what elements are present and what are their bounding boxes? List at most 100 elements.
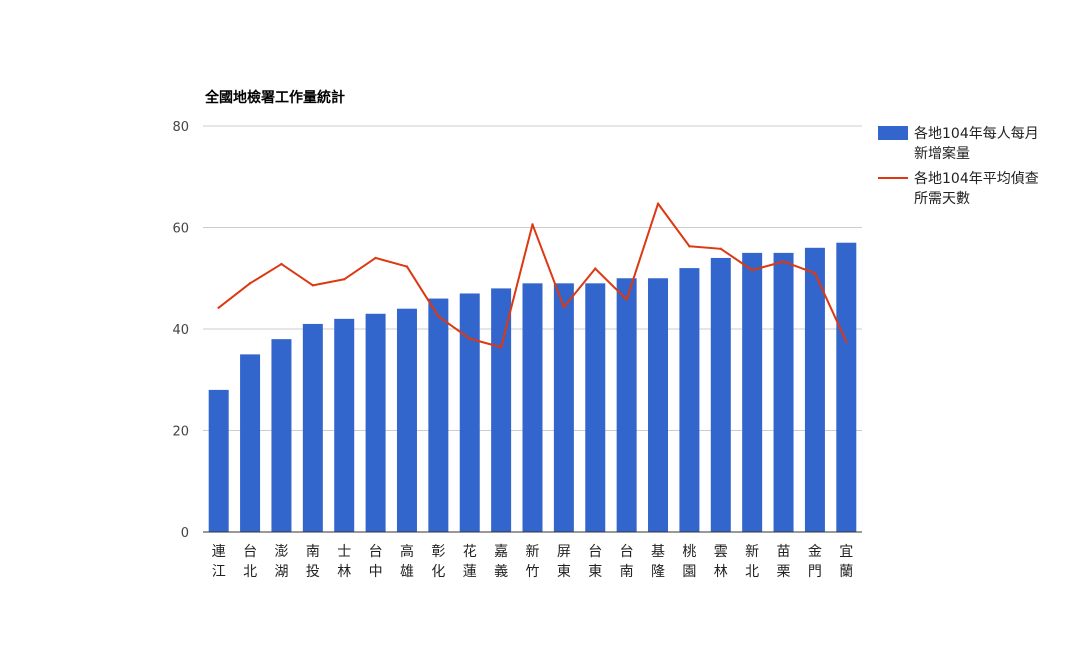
x-tick-label: 苗 (777, 544, 791, 560)
x-tick-label: 林 (337, 564, 351, 580)
line-point-1-6 (405, 265, 409, 268)
bar-0-19 (804, 247, 825, 533)
x-tick-label: 竹 (526, 564, 540, 580)
line-point-1-4 (343, 278, 346, 281)
line-point-1-14 (656, 202, 660, 205)
bar-0-16 (710, 257, 731, 532)
line-point-1-5 (374, 256, 377, 260)
x-tick-label: 士 (337, 544, 351, 560)
line-point-1-2 (280, 262, 283, 266)
x-tick-label: 義 (494, 563, 508, 580)
x-tick-label: 花 (463, 544, 477, 560)
line-point-1-20 (845, 340, 848, 343)
x-tick-label: 北 (243, 564, 257, 580)
x-tick-label: 東 (557, 564, 571, 580)
x-tick-label: 彰 (431, 543, 445, 560)
legend-label: 新增案量 (914, 145, 970, 162)
x-tick-label: 雄 (400, 564, 414, 580)
x-tick-label: 金 (808, 544, 822, 560)
x-tick-label: 新 (745, 544, 759, 560)
line-point-1-12 (594, 267, 597, 270)
bar-0-14 (648, 278, 669, 532)
line-point-1-3 (311, 284, 315, 287)
bar-layer (208, 242, 857, 533)
bar-0-8 (459, 293, 480, 532)
line-point-1-1 (248, 282, 252, 285)
line-point-1-15 (688, 245, 691, 248)
bar-0-6 (396, 308, 417, 532)
line-layer (217, 202, 848, 349)
legend-label: 所需天數 (914, 191, 970, 207)
bar-0-7 (428, 298, 449, 532)
x-tick-label: 湖 (274, 564, 288, 580)
y-tick-label: 80 (172, 120, 189, 135)
x-tick-label: 南 (620, 564, 634, 580)
x-tick-label: 園 (682, 564, 696, 580)
x-tick-label: 桃 (682, 544, 696, 560)
line-point-1-11 (562, 305, 566, 309)
bar-0-18 (773, 252, 794, 532)
bar-0-1 (240, 354, 261, 532)
x-tick-label: 宜 (839, 544, 853, 560)
line-point-1-7 (437, 315, 440, 318)
legend-label: 各地104年平均偵查 (914, 171, 1039, 187)
x-tick-label: 東 (588, 564, 602, 580)
chart-title: 全國地檢署工作量統計 (204, 89, 345, 106)
x-tick-label: 基 (651, 543, 665, 560)
x-tick-label: 高 (400, 543, 414, 560)
line-point-1-9 (499, 346, 503, 349)
line-point-1-16 (719, 247, 722, 251)
bar-0-12 (585, 283, 606, 532)
x-tick-label: 南 (306, 544, 320, 560)
bar-0-4 (334, 318, 355, 532)
y-tick-label: 40 (172, 323, 189, 338)
bar-0-0 (208, 389, 229, 532)
y-tick-label: 0 (181, 526, 189, 541)
line-point-1-18 (782, 260, 785, 263)
bar-0-10 (522, 283, 543, 532)
bar-0-3 (302, 323, 323, 532)
x-tick-label: 雲 (714, 544, 728, 560)
x-tick-label: 台 (588, 544, 602, 560)
x-tick-label: 新 (526, 544, 540, 560)
x-tick-label: 嘉 (494, 544, 508, 560)
legend-label: 各地104年每人每月 (914, 126, 1039, 142)
x-tick-label: 台 (620, 544, 634, 560)
x-tick-label: 蘭 (839, 564, 853, 580)
x-tick-label: 北 (745, 564, 759, 580)
axis-layer: 020406080連江台北澎湖南投士林台中高雄彰化花蓮嘉義新竹屏東台東台南基隆桃… (172, 120, 862, 580)
bar-0-17 (742, 252, 763, 532)
y-tick-label: 20 (172, 425, 189, 440)
x-tick-label: 林 (714, 564, 728, 580)
x-tick-label: 門 (808, 564, 822, 580)
x-tick-label: 化 (431, 564, 445, 580)
x-tick-label: 屏 (557, 544, 571, 560)
x-tick-label: 江 (212, 564, 226, 580)
x-tick-label: 蓮 (463, 564, 477, 580)
legend-swatch-bar (878, 126, 908, 140)
x-tick-label: 澎 (274, 544, 288, 560)
x-tick-label: 台 (243, 544, 257, 560)
x-tick-label: 連 (212, 544, 226, 560)
bar-0-15 (679, 268, 700, 532)
line-point-1-13 (625, 298, 628, 301)
bar-0-9 (491, 288, 512, 532)
bar-0-20 (836, 242, 857, 532)
bar-0-2 (271, 339, 292, 532)
line-point-1-17 (750, 268, 754, 272)
x-tick-label: 栗 (777, 564, 791, 580)
y-tick-label: 60 (172, 222, 189, 237)
x-tick-label: 台 (369, 544, 383, 560)
line-point-1-8 (468, 337, 471, 340)
bar-0-5 (365, 313, 386, 532)
x-tick-label: 中 (369, 564, 383, 580)
x-tick-label: 隆 (651, 564, 665, 580)
line-point-1-19 (813, 271, 817, 275)
x-tick-label: 投 (306, 564, 320, 580)
line-point-1-0 (217, 306, 220, 309)
bar-0-13 (616, 278, 637, 532)
bar-0-11 (553, 283, 574, 532)
